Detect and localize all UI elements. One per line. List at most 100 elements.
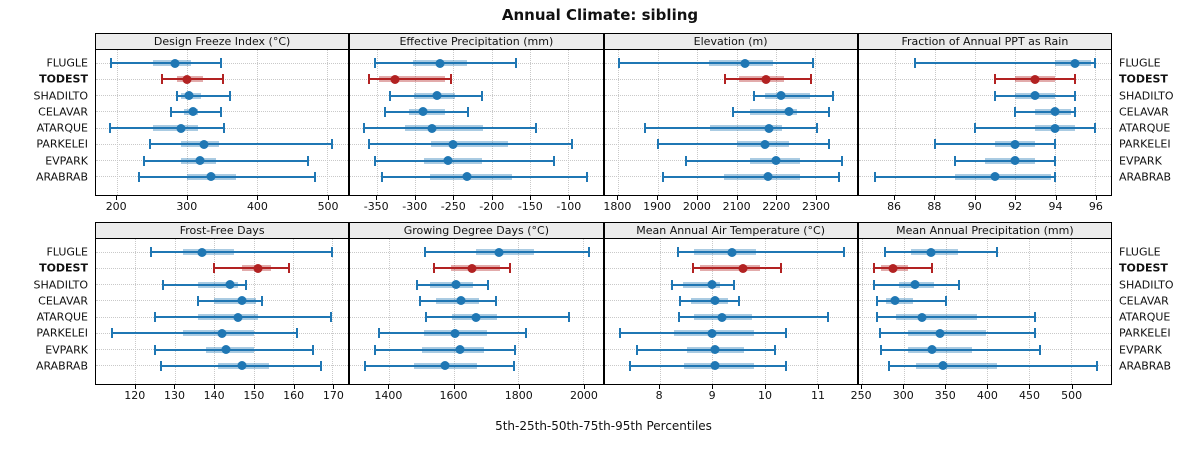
iqr-band (423, 157, 482, 164)
whisker-cap-left (110, 58, 113, 69)
gridline-vertical (815, 50, 817, 195)
median-dot (471, 312, 481, 322)
gridline-vertical (1094, 50, 1096, 195)
station-label: EVPARK (1119, 343, 1162, 357)
station-label: ATARQUE (36, 310, 88, 324)
median-dot (225, 280, 235, 290)
iqr-band (198, 281, 238, 288)
axis-tick (1095, 196, 1097, 200)
axis-tick-label: -150 (517, 200, 543, 213)
axis-tick-label: -250 (440, 200, 466, 213)
whisker-cap-right (524, 328, 527, 339)
iqr-band (694, 249, 756, 256)
percentile-whisker (874, 175, 1055, 178)
axis-tick (388, 385, 390, 389)
gridline-vertical (903, 239, 905, 384)
percentile-whisker (149, 143, 333, 146)
station-label: ATARQUE (1119, 310, 1171, 324)
whisker-cap-left (872, 279, 875, 290)
axis-tick-label: 300 (892, 389, 914, 402)
gridline-horizontal (604, 111, 857, 113)
median-dot (776, 91, 786, 101)
axis-tick-label: 140 (203, 389, 225, 402)
station-label: ATARQUE (1119, 121, 1171, 135)
axis-tick (134, 385, 136, 389)
axis-tick (583, 385, 585, 389)
median-dot (188, 107, 198, 117)
axis-tick-label: 90 (967, 200, 982, 213)
median-dot (890, 296, 900, 306)
median-dot (237, 361, 247, 371)
axis-tick (414, 196, 416, 200)
whisker-cap-left (671, 279, 674, 290)
median-dot (455, 345, 465, 355)
axis-tick-label: 92 (1008, 200, 1023, 213)
chart-title: Annual Climate: sibling (501, 6, 699, 24)
median-dot (197, 247, 207, 257)
whisker-cap-left (384, 106, 387, 117)
axis-tick-label: 8 (655, 389, 663, 402)
median-dot (771, 156, 781, 166)
median-dot (710, 361, 720, 371)
whisker-cap-left (913, 58, 916, 69)
gridline-vertical (736, 50, 738, 195)
panel-title: Design Freeze Index (°C) (95, 33, 350, 50)
median-dot (253, 263, 263, 273)
axis-tick-label: 1400 (374, 389, 403, 402)
percentile-whisker (139, 175, 315, 178)
plot-area (95, 50, 350, 196)
station-label: TODEST (39, 72, 88, 86)
whisker-cap-left (148, 139, 151, 150)
median-dot (763, 172, 773, 182)
station-label: SHADILTO (33, 89, 88, 103)
station-labels-left-top: FLUGLE TODEST SHADILTO CELAVAR ATARQUE PARKEL… (0, 33, 95, 215)
median-dot (707, 280, 717, 290)
percentile-whisker (672, 283, 734, 286)
axis-tick-label: -100 (556, 200, 582, 213)
station-label: EVPARK (45, 343, 88, 357)
whisker-cap-right (931, 263, 934, 274)
gridline-vertical (389, 239, 391, 384)
axis-tick (333, 385, 335, 389)
whisker-cap-left (138, 171, 141, 182)
median-dot (740, 58, 750, 68)
whisker-cap-left (364, 360, 367, 371)
whisker-cap-left (678, 295, 681, 306)
median-dot (1070, 58, 1080, 68)
median-dot (432, 91, 442, 101)
axis-tick (116, 196, 118, 200)
axis-tick (453, 196, 455, 200)
whisker-cap-left (169, 106, 172, 117)
whisker-cap-right (732, 279, 735, 290)
gridline-horizontal (350, 111, 603, 113)
percentile-whisker (877, 316, 1035, 319)
axis-tick-label: 2200 (762, 200, 791, 213)
whisker-cap-left (160, 74, 163, 85)
whisker-cap-left (388, 90, 391, 101)
whisker-cap-right (534, 123, 537, 134)
median-dot (990, 172, 1000, 182)
whisker-cap-left (731, 106, 734, 117)
axis-tick-label: 10 (758, 389, 773, 402)
gridline-vertical (117, 50, 119, 195)
median-dot (738, 263, 748, 273)
panel: Elevation (m) 1800 1900 2000 2100 2200 2300 (603, 33, 858, 215)
whisker-cap-left (876, 295, 879, 306)
axis-tick (453, 385, 455, 389)
percentile-whisker (636, 348, 776, 351)
whisker-cap-left (628, 360, 631, 371)
iqr-band (954, 173, 1051, 180)
percentile-whisker (881, 348, 1040, 351)
whisker-cap-right (466, 106, 469, 117)
plot-area (857, 239, 1112, 385)
axis-tick (257, 196, 259, 200)
percentile-whisker (111, 62, 222, 65)
whisker-cap-left (367, 74, 370, 85)
x-axis: 200 300 400 500 (95, 196, 349, 215)
percentile-whisker (163, 283, 246, 286)
whisker-cap-right (296, 328, 298, 339)
whisker-cap-right (481, 90, 484, 101)
gridline-horizontal (96, 111, 349, 113)
gridline-vertical (862, 239, 864, 384)
iqr-band (422, 346, 485, 353)
